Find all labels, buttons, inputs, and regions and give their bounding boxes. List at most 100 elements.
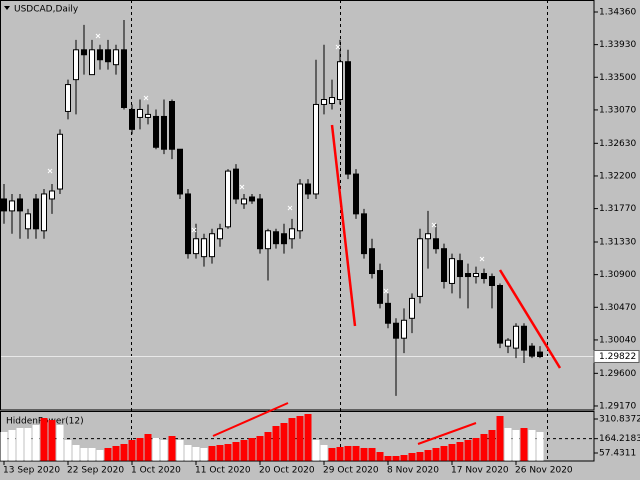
candle-body bbox=[169, 100, 175, 150]
candle-body bbox=[105, 49, 111, 63]
histogram-bar bbox=[160, 439, 168, 461]
candle-body bbox=[465, 273, 471, 278]
menu-triangle[interactable] bbox=[4, 6, 10, 10]
histogram-bar bbox=[440, 445, 448, 461]
x-tick-label: 8 Nov 2020 bbox=[387, 466, 439, 476]
period-separators bbox=[131, 0, 548, 461]
candle-body bbox=[281, 233, 287, 245]
chart-title: USDCAD,Daily bbox=[14, 5, 79, 15]
trend-line bbox=[212, 402, 289, 437]
histogram-bar bbox=[456, 441, 464, 461]
candle-body bbox=[353, 173, 359, 215]
candle-body bbox=[233, 168, 239, 200]
histogram-bar bbox=[32, 425, 40, 461]
histogram-bar bbox=[88, 447, 96, 461]
histogram-bar bbox=[96, 450, 104, 461]
histogram-bar bbox=[472, 438, 480, 461]
candle-body bbox=[1, 198, 7, 212]
histogram-bar bbox=[208, 445, 216, 461]
y-tick-label: 1.32200 bbox=[599, 171, 636, 181]
histogram-bar bbox=[144, 434, 152, 461]
candle-body bbox=[345, 61, 351, 175]
y-tick-label: 1.33070 bbox=[599, 105, 636, 115]
histogram-bar bbox=[56, 425, 64, 461]
candle-body bbox=[441, 248, 447, 282]
x-tick-label: 29 Oct 2020 bbox=[323, 466, 379, 476]
x-tick-label: 22 Sep 2020 bbox=[67, 466, 124, 476]
candle-body bbox=[41, 193, 47, 232]
candle-body bbox=[417, 238, 423, 297]
candle-body bbox=[89, 49, 95, 76]
histogram-bar bbox=[264, 432, 272, 461]
histogram-bar bbox=[8, 430, 16, 461]
x-tick-label: 20 Oct 2020 bbox=[259, 466, 315, 476]
histogram-bar bbox=[416, 452, 424, 461]
histogram-bar bbox=[0, 432, 8, 461]
candle-body bbox=[513, 325, 519, 349]
candle-body bbox=[297, 183, 303, 232]
histogram-bar bbox=[504, 428, 512, 461]
candle-body bbox=[497, 285, 503, 344]
candle-body bbox=[145, 113, 151, 118]
histogram-bar bbox=[360, 447, 368, 461]
annotations bbox=[47, 33, 562, 445]
candle-body bbox=[457, 260, 463, 278]
histogram-bar bbox=[248, 438, 256, 461]
histogram-bar bbox=[192, 447, 200, 461]
histogram-bar bbox=[120, 443, 128, 461]
histogram-bar bbox=[136, 438, 144, 461]
histogram-bar bbox=[336, 447, 344, 461]
histogram-bar bbox=[496, 415, 504, 461]
candle-body bbox=[185, 193, 191, 255]
candle-body bbox=[177, 148, 183, 195]
candle-body bbox=[433, 238, 439, 250]
candle-body bbox=[73, 49, 79, 81]
histogram-bar bbox=[216, 445, 224, 461]
candle-body bbox=[489, 276, 495, 287]
histogram-bar bbox=[368, 447, 376, 461]
candle-body bbox=[473, 273, 479, 278]
trend-line bbox=[417, 422, 477, 445]
histogram-bar bbox=[320, 445, 328, 461]
candle-body bbox=[529, 345, 535, 357]
histogram-bar bbox=[296, 415, 304, 461]
histogram-bar bbox=[488, 430, 496, 461]
candle-body bbox=[265, 230, 271, 250]
histogram-bar bbox=[312, 439, 320, 461]
candle-body bbox=[113, 49, 119, 66]
histogram-bar bbox=[72, 445, 80, 461]
histogram-bar bbox=[520, 428, 528, 461]
histogram-bar bbox=[352, 445, 360, 461]
histogram-bar bbox=[80, 447, 88, 461]
x-tick-label: 11 Oct 2020 bbox=[195, 466, 251, 476]
candle-body bbox=[481, 273, 487, 280]
last-price-box bbox=[593, 349, 640, 363]
candle-body bbox=[257, 198, 263, 250]
histogram-bar bbox=[280, 423, 288, 461]
candle-body bbox=[337, 61, 343, 101]
histogram-bar bbox=[272, 426, 280, 461]
candle-body bbox=[201, 238, 207, 258]
histogram-bar bbox=[384, 456, 392, 461]
histogram-bar bbox=[392, 456, 400, 461]
candle-body bbox=[65, 84, 71, 112]
y-tick-label: 310.8372 bbox=[599, 414, 640, 424]
x-tick-label: 26 Nov 2020 bbox=[515, 466, 573, 476]
histogram-bar bbox=[16, 428, 24, 461]
candle-body bbox=[289, 228, 295, 240]
histogram-bar bbox=[512, 430, 520, 461]
histogram-bar bbox=[128, 439, 136, 461]
candle-body bbox=[329, 97, 335, 104]
y-tick-label: 1.29600 bbox=[599, 369, 636, 379]
histogram-bar bbox=[64, 439, 72, 461]
candle-body bbox=[25, 213, 31, 230]
candle-body bbox=[33, 198, 39, 230]
histogram-bar bbox=[200, 447, 208, 461]
histogram-bar bbox=[104, 447, 112, 461]
candle-body bbox=[9, 200, 15, 212]
histogram-bar bbox=[304, 413, 312, 461]
y-tick-label: 1.34360 bbox=[599, 7, 636, 17]
candle-body bbox=[537, 351, 543, 357]
histogram-bar bbox=[152, 438, 160, 461]
